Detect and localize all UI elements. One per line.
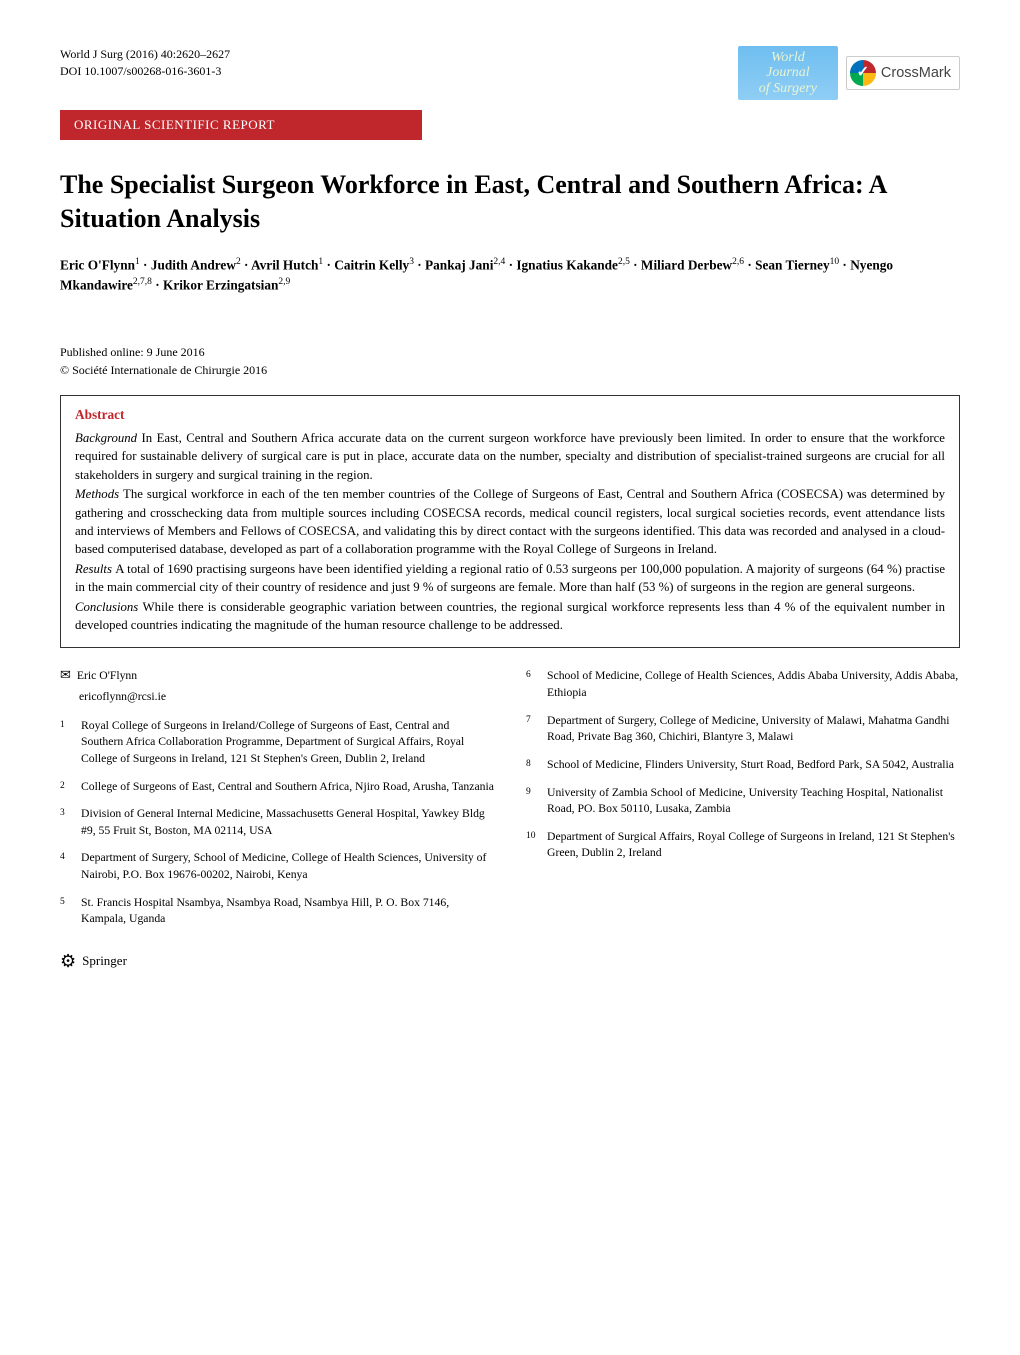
abstract-section-text: In East, Central and Southern Africa acc…: [75, 431, 945, 482]
abstract-section-text: The surgical workforce in each of the te…: [75, 487, 945, 556]
doi: DOI 10.1007/s00268-016-3601-3: [60, 63, 230, 80]
affiliation-text: College of Surgeons of East, Central and…: [81, 779, 494, 796]
affiliation-number: 10: [526, 829, 536, 862]
journal-badge-line2: of Surgery: [748, 81, 828, 96]
envelope-icon: ✉: [60, 668, 71, 681]
abstract-section-label: Conclusions: [75, 600, 142, 614]
affiliation-number: 8: [526, 757, 536, 774]
affiliation-text: Division of General Internal Medicine, M…: [81, 806, 494, 839]
header-badges: World Journal of Surgery CrossMark: [738, 46, 960, 100]
affiliation-item: 6 School of Medicine, College of Health S…: [526, 668, 960, 701]
affiliation-item: 3 Division of General Internal Medicine, …: [60, 806, 494, 839]
affil-list-right: 6 School of Medicine, College of Health S…: [526, 668, 960, 861]
crossmark-label: CrossMark: [881, 63, 951, 83]
corresponding-email: ericoflynn@rcsi.ie: [79, 689, 494, 706]
affiliation-text: Department of Surgery, College of Medici…: [547, 713, 960, 746]
affiliation-text: Royal College of Surgeons in Ireland/Col…: [81, 718, 494, 768]
affiliation-number: 4: [60, 850, 70, 883]
affiliation-text: School of Medicine, College of Health Sc…: [547, 668, 960, 701]
affiliation-text: University of Zambia School of Medicine,…: [547, 785, 960, 818]
affiliation-item: 4 Department of Surgery, School of Medici…: [60, 850, 494, 883]
affiliation-number: 2: [60, 779, 70, 796]
affiliation-text: School of Medicine, Flinders University,…: [547, 757, 954, 774]
publisher-name: Springer: [82, 952, 127, 970]
author-list: Eric O'Flynn1 · Judith Andrew2 · Avril H…: [60, 255, 960, 296]
section-banner: ORIGINAL SCIENTIFIC REPORT: [60, 110, 422, 140]
copyright: © Société Internationale de Chirurgie 20…: [60, 362, 960, 379]
affil-list-left: 1Royal College of Surgeons in Ireland/Co…: [60, 718, 494, 928]
abstract-section: Methods The surgical workforce in each o…: [75, 485, 945, 559]
affiliations-col-left: ✉ Eric O'Flynn ericoflynn@rcsi.ie 1Royal…: [60, 668, 494, 938]
affiliation-number: 3: [60, 806, 70, 839]
affiliation-number: 6: [526, 668, 536, 701]
crossmark-badge[interactable]: CrossMark: [846, 56, 960, 90]
affiliation-number: 1: [60, 718, 70, 768]
article-title: The Specialist Surgeon Workforce in East…: [60, 168, 960, 235]
affiliations-col-right: 6 School of Medicine, College of Health S…: [526, 668, 960, 938]
abstract-section-text: A total of 1690 practising surgeons have…: [75, 562, 945, 594]
abstract-section-label: Methods: [75, 487, 123, 501]
journal-badge-line1: World Journal: [748, 50, 828, 81]
affiliation-text: St. Francis Hospital Nsambya, Nsambya Ro…: [81, 895, 494, 928]
abstract-section: Background In East, Central and Southern…: [75, 429, 945, 484]
abstract-body: Background In East, Central and Southern…: [75, 429, 945, 635]
abstract-heading: Abstract: [75, 406, 945, 425]
journal-info: World J Surg (2016) 40:2620–2627 DOI 10.…: [60, 46, 230, 80]
affiliation-item: 8 School of Medicine, Flinders University…: [526, 757, 960, 774]
springer-icon: ⚙: [60, 949, 76, 974]
journal-badge: World Journal of Surgery: [738, 46, 838, 100]
published-date: Published online: 9 June 2016: [60, 344, 960, 361]
abstract-section-label: Background: [75, 431, 142, 445]
crossmark-icon: [850, 60, 876, 86]
affiliation-item: 7 Department of Surgery, College of Medic…: [526, 713, 960, 746]
header-row: World J Surg (2016) 40:2620–2627 DOI 10.…: [60, 46, 960, 100]
affiliation-number: 5: [60, 895, 70, 928]
affiliations-row: ✉ Eric O'Flynn ericoflynn@rcsi.ie 1Royal…: [60, 668, 960, 938]
affiliation-item: 1Royal College of Surgeons in Ireland/Co…: [60, 718, 494, 768]
affiliation-item: 5 St. Francis Hospital Nsambya, Nsambya R…: [60, 895, 494, 928]
affiliation-number: 9: [526, 785, 536, 818]
affiliation-item: 10 Department of Surgical Affairs, Royal …: [526, 829, 960, 862]
corresponding-author: ✉ Eric O'Flynn: [60, 668, 494, 685]
abstract-section-text: While there is considerable geographic v…: [75, 600, 945, 632]
affiliation-item: 2 College of Surgeons of East, Central an…: [60, 779, 494, 796]
corresponding-name: Eric O'Flynn: [77, 668, 137, 685]
abstract-box: Abstract Background In East, Central and…: [60, 395, 960, 648]
abstract-section-label: Results: [75, 562, 115, 576]
abstract-section: Results A total of 1690 practising surge…: [75, 560, 945, 597]
journal-citation: World J Surg (2016) 40:2620–2627: [60, 46, 230, 63]
affiliation-text: Department of Surgery, School of Medicin…: [81, 850, 494, 883]
affiliation-item: 9 University of Zambia School of Medicine…: [526, 785, 960, 818]
footer: ⚙ Springer: [60, 949, 960, 974]
abstract-section: Conclusions While there is considerable …: [75, 598, 945, 635]
affiliation-text: Department of Surgical Affairs, Royal Co…: [547, 829, 960, 862]
affiliation-number: 7: [526, 713, 536, 746]
